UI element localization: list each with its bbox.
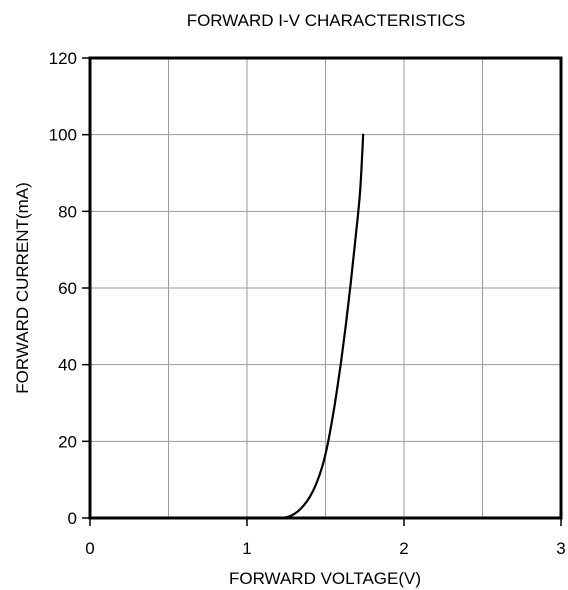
x-tick-label: 2 (399, 539, 408, 558)
y-tick-label: 40 (58, 356, 77, 375)
grid (90, 58, 561, 518)
chart-title: FORWARD I-V CHARACTERISTICS (187, 11, 466, 30)
y-tick-label: 80 (58, 202, 77, 221)
x-tick-label: 3 (556, 539, 565, 558)
tick-labels: 0 1 2 3 0 20 40 60 80 100 120 (49, 49, 566, 558)
x-axis-label: FORWARD VOLTAGE(V) (229, 569, 421, 588)
y-tick-label: 20 (58, 432, 77, 451)
y-tick-label: 0 (68, 509, 77, 528)
series-line-group (88, 133, 365, 520)
y-axis-label: FORWARD CURRENT(mA) (13, 182, 32, 394)
series-line (88, 133, 365, 520)
x-tick-label: 0 (85, 539, 94, 558)
x-tick-label: 1 (242, 539, 251, 558)
y-tick-label: 120 (49, 49, 77, 68)
y-tick-label: 60 (58, 279, 77, 298)
y-tick-label: 100 (49, 126, 77, 145)
